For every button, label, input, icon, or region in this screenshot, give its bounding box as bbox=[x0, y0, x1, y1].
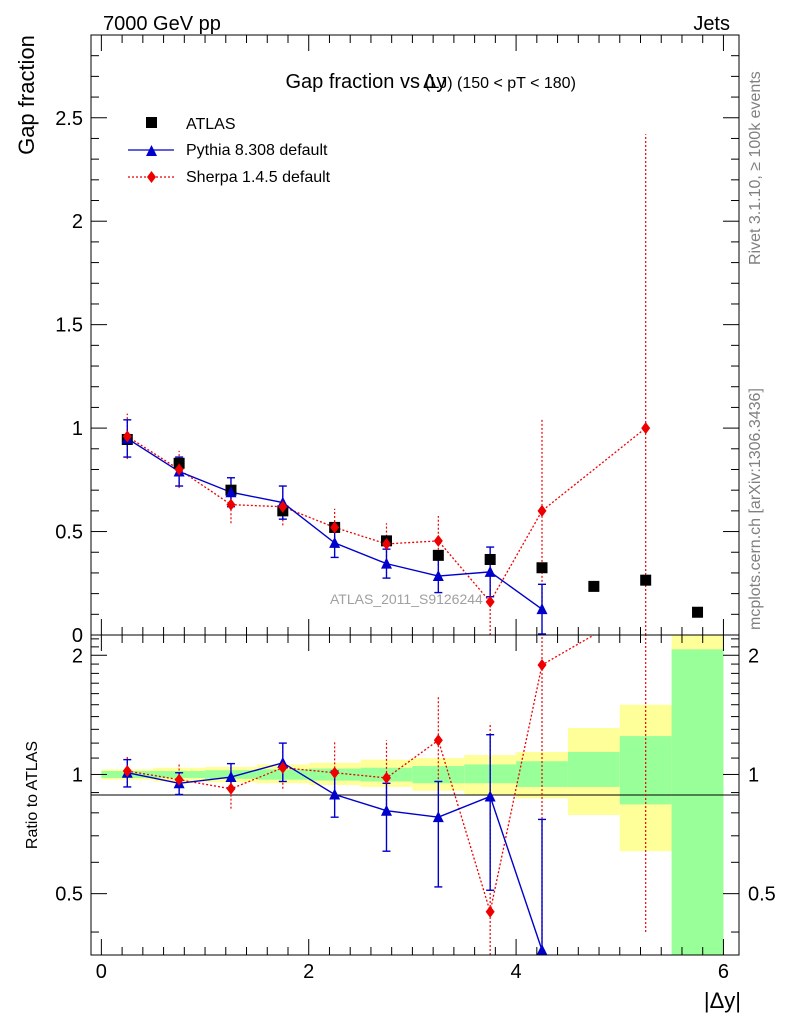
ratio-band-inner bbox=[671, 649, 724, 955]
sherpa-point bbox=[433, 534, 443, 547]
main-ytick-label: 0.5 bbox=[55, 522, 83, 544]
ratio-ytick-label-right: 0.5 bbox=[748, 884, 776, 906]
ratio-sherpa-point bbox=[381, 771, 391, 784]
main-title-suffix: (LJ) (150 < pT < 180) bbox=[425, 75, 576, 92]
atlas-point bbox=[692, 606, 704, 618]
legend-sherpa-label: Sherpa 1.4.5 default bbox=[186, 169, 331, 186]
main-ytick-label: 1.5 bbox=[55, 315, 83, 337]
atlas-point bbox=[484, 553, 496, 565]
legend-sherpa-marker bbox=[147, 171, 156, 183]
ratio-sherpa-point bbox=[278, 761, 288, 774]
ratio-pythia-point bbox=[432, 811, 444, 823]
legend-pythia-marker bbox=[146, 145, 157, 156]
atlas-point bbox=[173, 457, 185, 469]
rivet-note: Rivet 3.1.10, ≥ 100k events bbox=[747, 71, 764, 265]
main-panel: 0 0.5 1 1.5 2 2.5 Gap fraction Gap fraction v… bbox=[14, 34, 740, 647]
pythia-point bbox=[484, 565, 496, 577]
sherpa-point bbox=[485, 595, 495, 608]
sherpa-point bbox=[641, 422, 651, 435]
main-title: Gap fraction vs bbox=[285, 71, 420, 93]
atlas-point bbox=[588, 580, 600, 592]
ratio-sherpa-point bbox=[330, 766, 340, 779]
ratio-ytick-label-left: 2 bbox=[72, 645, 83, 667]
ratio-plot-frame bbox=[90, 634, 740, 956]
main-title-delta: Δy bbox=[423, 71, 446, 93]
ratio-xtick-label: 0 bbox=[96, 961, 107, 983]
ratio-panel: 0.5 0.5 1 1 2 2 0 2 4 6 Ratio to ATLAS |Δy| bbox=[24, 634, 776, 1013]
atlas-point bbox=[536, 562, 548, 574]
atlas-point bbox=[432, 549, 444, 561]
ratio-ytick-label-right: 1 bbox=[748, 764, 759, 786]
sherpa-point bbox=[174, 463, 184, 476]
ratio-pythia-point bbox=[536, 944, 548, 955]
main-ytick-label: 0 bbox=[72, 625, 83, 647]
sherpa-point bbox=[537, 504, 547, 517]
legend: ATLAS Pythia 8.308 default Sherpa 1.4.5 … bbox=[128, 116, 331, 186]
ratio-ylabel: Ratio to ATLAS bbox=[24, 741, 41, 849]
sherpa-point bbox=[381, 537, 391, 550]
sherpa-point bbox=[226, 498, 236, 511]
analysis-watermark: ATLAS_2011_S9126244 bbox=[330, 591, 483, 607]
ratio-ytick-label-left: 0.5 bbox=[55, 884, 83, 906]
pythia-point bbox=[380, 557, 392, 569]
sherpa-point bbox=[278, 500, 288, 513]
ratio-band-inner bbox=[567, 751, 620, 787]
mcplots-note: mcplots.cern.ch [arXiv:1306.3436] bbox=[747, 388, 764, 630]
ratio-sherpa-point bbox=[226, 782, 236, 795]
ratio-ytick-label-left: 1 bbox=[72, 764, 83, 786]
ratio-sherpa-point bbox=[174, 773, 184, 786]
ratio-sherpa-point bbox=[485, 905, 495, 918]
ratio-sherpa-point bbox=[122, 765, 132, 778]
pythia-point bbox=[225, 486, 237, 498]
process-label: Jets bbox=[693, 13, 730, 35]
sherpa-point bbox=[122, 430, 132, 443]
legend-atlas-marker bbox=[146, 117, 157, 128]
ratio-pythia-point bbox=[329, 788, 341, 800]
pythia-point bbox=[536, 603, 548, 615]
ratio-sherpa-point bbox=[433, 734, 443, 747]
main-ytick-label: 1 bbox=[72, 418, 83, 440]
ratio-pythia-point bbox=[380, 804, 392, 816]
sherpa-line bbox=[126, 427, 647, 604]
ratio-pythia-point bbox=[225, 771, 237, 783]
sherpa-point bbox=[330, 521, 340, 534]
pythia-point bbox=[329, 536, 341, 548]
main-ytick-label: 2.5 bbox=[55, 108, 83, 130]
ratio-sherpa-point bbox=[537, 658, 547, 671]
ratio-ytick-label-right: 2 bbox=[748, 645, 759, 667]
ratio-xtick-label: 6 bbox=[718, 961, 729, 983]
energy-label: 7000 GeV pp bbox=[103, 13, 221, 35]
x-axis-label: |Δy| bbox=[704, 988, 741, 1013]
legend-atlas-label: ATLAS bbox=[186, 116, 236, 133]
atlas-point bbox=[640, 574, 652, 586]
ratio-xtick-label: 4 bbox=[511, 961, 522, 983]
main-ytick-label: 2 bbox=[72, 211, 83, 233]
pythia-point bbox=[432, 570, 444, 582]
legend-pythia-label: Pythia 8.308 default bbox=[186, 142, 328, 159]
ratio-xtick-label: 2 bbox=[303, 961, 314, 983]
ratio-pythia-point bbox=[484, 790, 496, 802]
main-ylabel: Gap fraction bbox=[14, 35, 39, 155]
